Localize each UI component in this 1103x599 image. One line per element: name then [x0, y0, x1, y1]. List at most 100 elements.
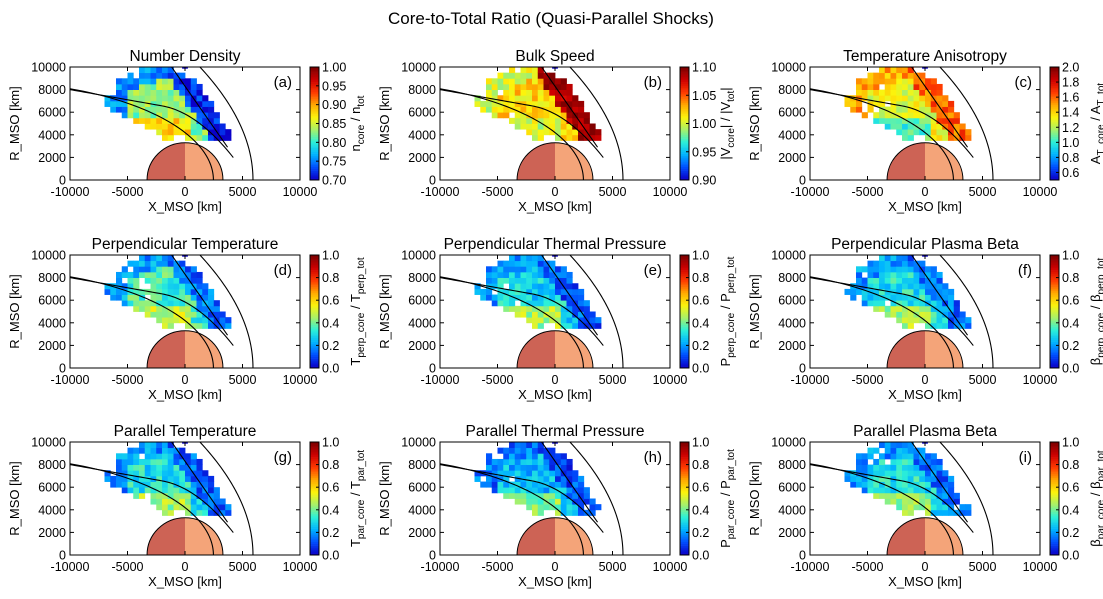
heatmap-cell — [144, 464, 151, 471]
colorbar-tick-label: 1.8 — [1062, 76, 1079, 90]
colorbar-swatch — [310, 110, 319, 113]
colorbar-swatch — [680, 70, 689, 73]
heatmap-cell — [867, 89, 874, 96]
heatmap-cell — [896, 504, 903, 511]
heatmap-cell — [219, 322, 226, 329]
heatmap-cell — [907, 300, 914, 307]
heatmap-cell — [930, 89, 937, 96]
colorbar-tick-label: 0.0 — [322, 549, 339, 563]
colorbar-swatch — [680, 174, 689, 177]
y-tick-label: 4000 — [38, 503, 66, 517]
heatmap-cell — [133, 492, 140, 499]
heatmap-cell — [491, 112, 498, 119]
heatmap-cell — [503, 470, 510, 477]
colorbar-swatch — [310, 536, 319, 539]
heatmap-cell — [896, 123, 903, 130]
heatmap-cell — [537, 464, 544, 471]
heatmap-cell — [896, 317, 903, 324]
colorbar-swatch — [680, 442, 689, 445]
heatmap-cell — [196, 283, 203, 290]
heatmap-cell — [861, 266, 868, 273]
heatmap-cell — [526, 498, 533, 505]
heatmap-cell — [913, 447, 920, 454]
colorbar-swatch — [1050, 285, 1059, 288]
heatmap-cell — [514, 277, 521, 284]
bow-shock-curve — [939, 442, 994, 555]
heatmap-cell — [139, 487, 146, 494]
heatmap-cell — [139, 481, 146, 488]
shock-normal-line — [910, 442, 969, 523]
colorbar-swatch — [1050, 364, 1059, 367]
y-tick-label: 2000 — [38, 339, 66, 353]
heatmap-cell — [867, 106, 874, 113]
colorbar-swatch — [680, 343, 689, 346]
heatmap-cell — [150, 255, 157, 262]
heatmap-cell — [532, 442, 539, 449]
heatmap-cell — [116, 89, 123, 96]
colorbar-swatch — [680, 474, 689, 477]
heatmap-cell — [879, 260, 886, 267]
heatmap-cell — [190, 78, 197, 85]
heatmap-cell — [156, 117, 163, 124]
heatmap-cell — [526, 117, 533, 124]
heatmap-cell — [208, 487, 215, 494]
heatmap-cell — [930, 266, 937, 273]
heatmap-cell — [520, 458, 527, 465]
heatmap-cell — [179, 288, 186, 295]
colorbar-label-part: / n — [348, 107, 363, 125]
heatmap-cell — [919, 83, 926, 90]
bow-shock-curve — [569, 255, 624, 368]
heatmap-cell — [555, 271, 562, 278]
heatmap-cell — [925, 305, 932, 312]
heatmap-cell — [578, 117, 585, 124]
colorbar-swatch — [1050, 149, 1059, 153]
colorbar-swatch — [310, 511, 319, 514]
colorbar-swatch — [310, 298, 319, 301]
heatmap-cell — [213, 487, 220, 494]
heatmap-cell — [127, 294, 134, 301]
heatmap-cell — [514, 255, 521, 262]
heatmap-cell — [884, 464, 891, 471]
heatmap-cell — [913, 288, 920, 295]
heatmap-cell — [208, 129, 215, 136]
colorbar-tick-label: 0.8 — [322, 458, 339, 472]
heatmap-cell — [560, 100, 567, 107]
heatmap-cell — [514, 117, 521, 124]
colorbar-swatch — [680, 129, 689, 132]
heatmap-cell — [173, 464, 180, 471]
colorbar-swatch — [1050, 453, 1059, 456]
heatmap-cell — [196, 277, 203, 284]
heatmap-cell — [503, 475, 510, 482]
heatmap-cell — [156, 72, 163, 79]
colorbar-label-subscript: par_tot — [1096, 450, 1103, 481]
heatmap-cell — [856, 78, 863, 85]
colorbar-swatch — [1050, 339, 1059, 342]
colorbar-swatch — [680, 93, 689, 96]
planet-dayside — [185, 330, 223, 368]
colorbar-swatch — [680, 475, 689, 479]
colorbar-swatch — [310, 502, 319, 505]
heatmap-cell — [202, 294, 209, 301]
magnetic-pileup-boundary — [810, 276, 954, 368]
heatmap-cell — [139, 72, 146, 79]
heatmap-cell — [213, 509, 220, 516]
panel-label: (f) — [1018, 262, 1032, 279]
colorbar-swatch — [310, 553, 319, 556]
colorbar-swatch — [680, 515, 689, 518]
heatmap-cell — [110, 100, 117, 107]
planet-nightside — [517, 517, 555, 555]
heatmap-cell — [503, 481, 510, 488]
heatmap-cell — [503, 112, 510, 119]
heatmap-cell — [856, 475, 863, 482]
colorbar-swatch — [1050, 483, 1059, 486]
heatmap-cell — [185, 123, 192, 130]
heatmap-cell — [133, 288, 140, 295]
heatmap-cell — [526, 271, 533, 278]
heatmap-cell — [196, 106, 203, 113]
y-axis-label: R_MSO [km] — [377, 274, 392, 348]
colorbar-swatch — [680, 119, 689, 122]
heatmap-cell — [190, 106, 197, 113]
heatmap-cell — [116, 78, 123, 85]
colorbar-frame — [1049, 66, 1060, 181]
